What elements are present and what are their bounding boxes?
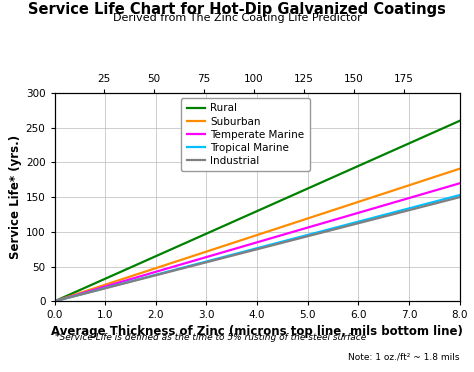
Rural xyxy=(68,292,73,296)
Line: Rural: Rural xyxy=(55,121,460,301)
Tropical Marine xyxy=(422,202,428,206)
Temperate Marine xyxy=(160,267,165,272)
Industrial xyxy=(127,280,133,284)
Tropical Marine xyxy=(76,293,82,297)
Industrial xyxy=(457,195,463,199)
Suburban xyxy=(437,173,442,177)
Suburban xyxy=(422,178,428,182)
Industrial xyxy=(68,295,73,299)
Rural xyxy=(437,128,442,132)
Suburban xyxy=(76,291,82,296)
Rural xyxy=(457,119,463,123)
Temperate Marine xyxy=(127,277,133,282)
Tropical Marine xyxy=(437,198,442,203)
Industrial xyxy=(160,271,165,276)
Suburban xyxy=(160,264,165,268)
Industrial xyxy=(437,200,442,205)
Tropical Marine xyxy=(127,279,133,284)
Suburban xyxy=(457,166,463,171)
Industrial xyxy=(422,204,428,208)
Line: Suburban: Suburban xyxy=(55,169,460,301)
Temperate Marine xyxy=(437,187,442,192)
Temperate Marine xyxy=(52,299,57,304)
Text: Service Life Chart for Hot-Dip Galvanized Coatings: Service Life Chart for Hot-Dip Galvanize… xyxy=(28,2,446,17)
Industrial xyxy=(52,299,57,304)
Rural xyxy=(422,134,428,138)
Tropical Marine xyxy=(160,271,165,275)
Y-axis label: Service Life* (yrs.): Service Life* (yrs.) xyxy=(9,135,21,259)
Temperate Marine xyxy=(457,181,463,186)
Tropical Marine xyxy=(52,299,57,304)
Tropical Marine xyxy=(457,193,463,197)
Text: Derived from The Zinc Coating Life Predictor: Derived from The Zinc Coating Life Predi… xyxy=(113,13,361,23)
Line: Industrial: Industrial xyxy=(55,197,460,301)
Text: Note: 1 oz./ft² ~ 1.8 mils: Note: 1 oz./ft² ~ 1.8 mils xyxy=(348,353,460,362)
Line: Temperate Marine: Temperate Marine xyxy=(55,183,460,301)
X-axis label: Average Thickness of Zinc (microns top line, mils bottom line): Average Thickness of Zinc (microns top l… xyxy=(51,324,463,337)
Temperate Marine xyxy=(422,191,428,196)
Suburban xyxy=(52,299,57,304)
Line: Tropical Marine: Tropical Marine xyxy=(55,195,460,301)
Text: *Service Life is defined as the time to 5% rusting of the steel surface: *Service Life is defined as the time to … xyxy=(55,333,366,342)
Industrial xyxy=(76,293,82,297)
Suburban xyxy=(127,275,133,279)
Tropical Marine xyxy=(68,295,73,299)
Rural xyxy=(160,251,165,256)
Rural xyxy=(127,266,133,270)
Legend: Rural, Suburban, Temperate Marine, Tropical Marine, Industrial: Rural, Suburban, Temperate Marine, Tropi… xyxy=(181,98,310,171)
Suburban xyxy=(68,294,73,298)
Rural xyxy=(52,299,57,304)
Temperate Marine xyxy=(68,294,73,299)
Rural xyxy=(76,288,82,293)
Temperate Marine xyxy=(76,292,82,296)
